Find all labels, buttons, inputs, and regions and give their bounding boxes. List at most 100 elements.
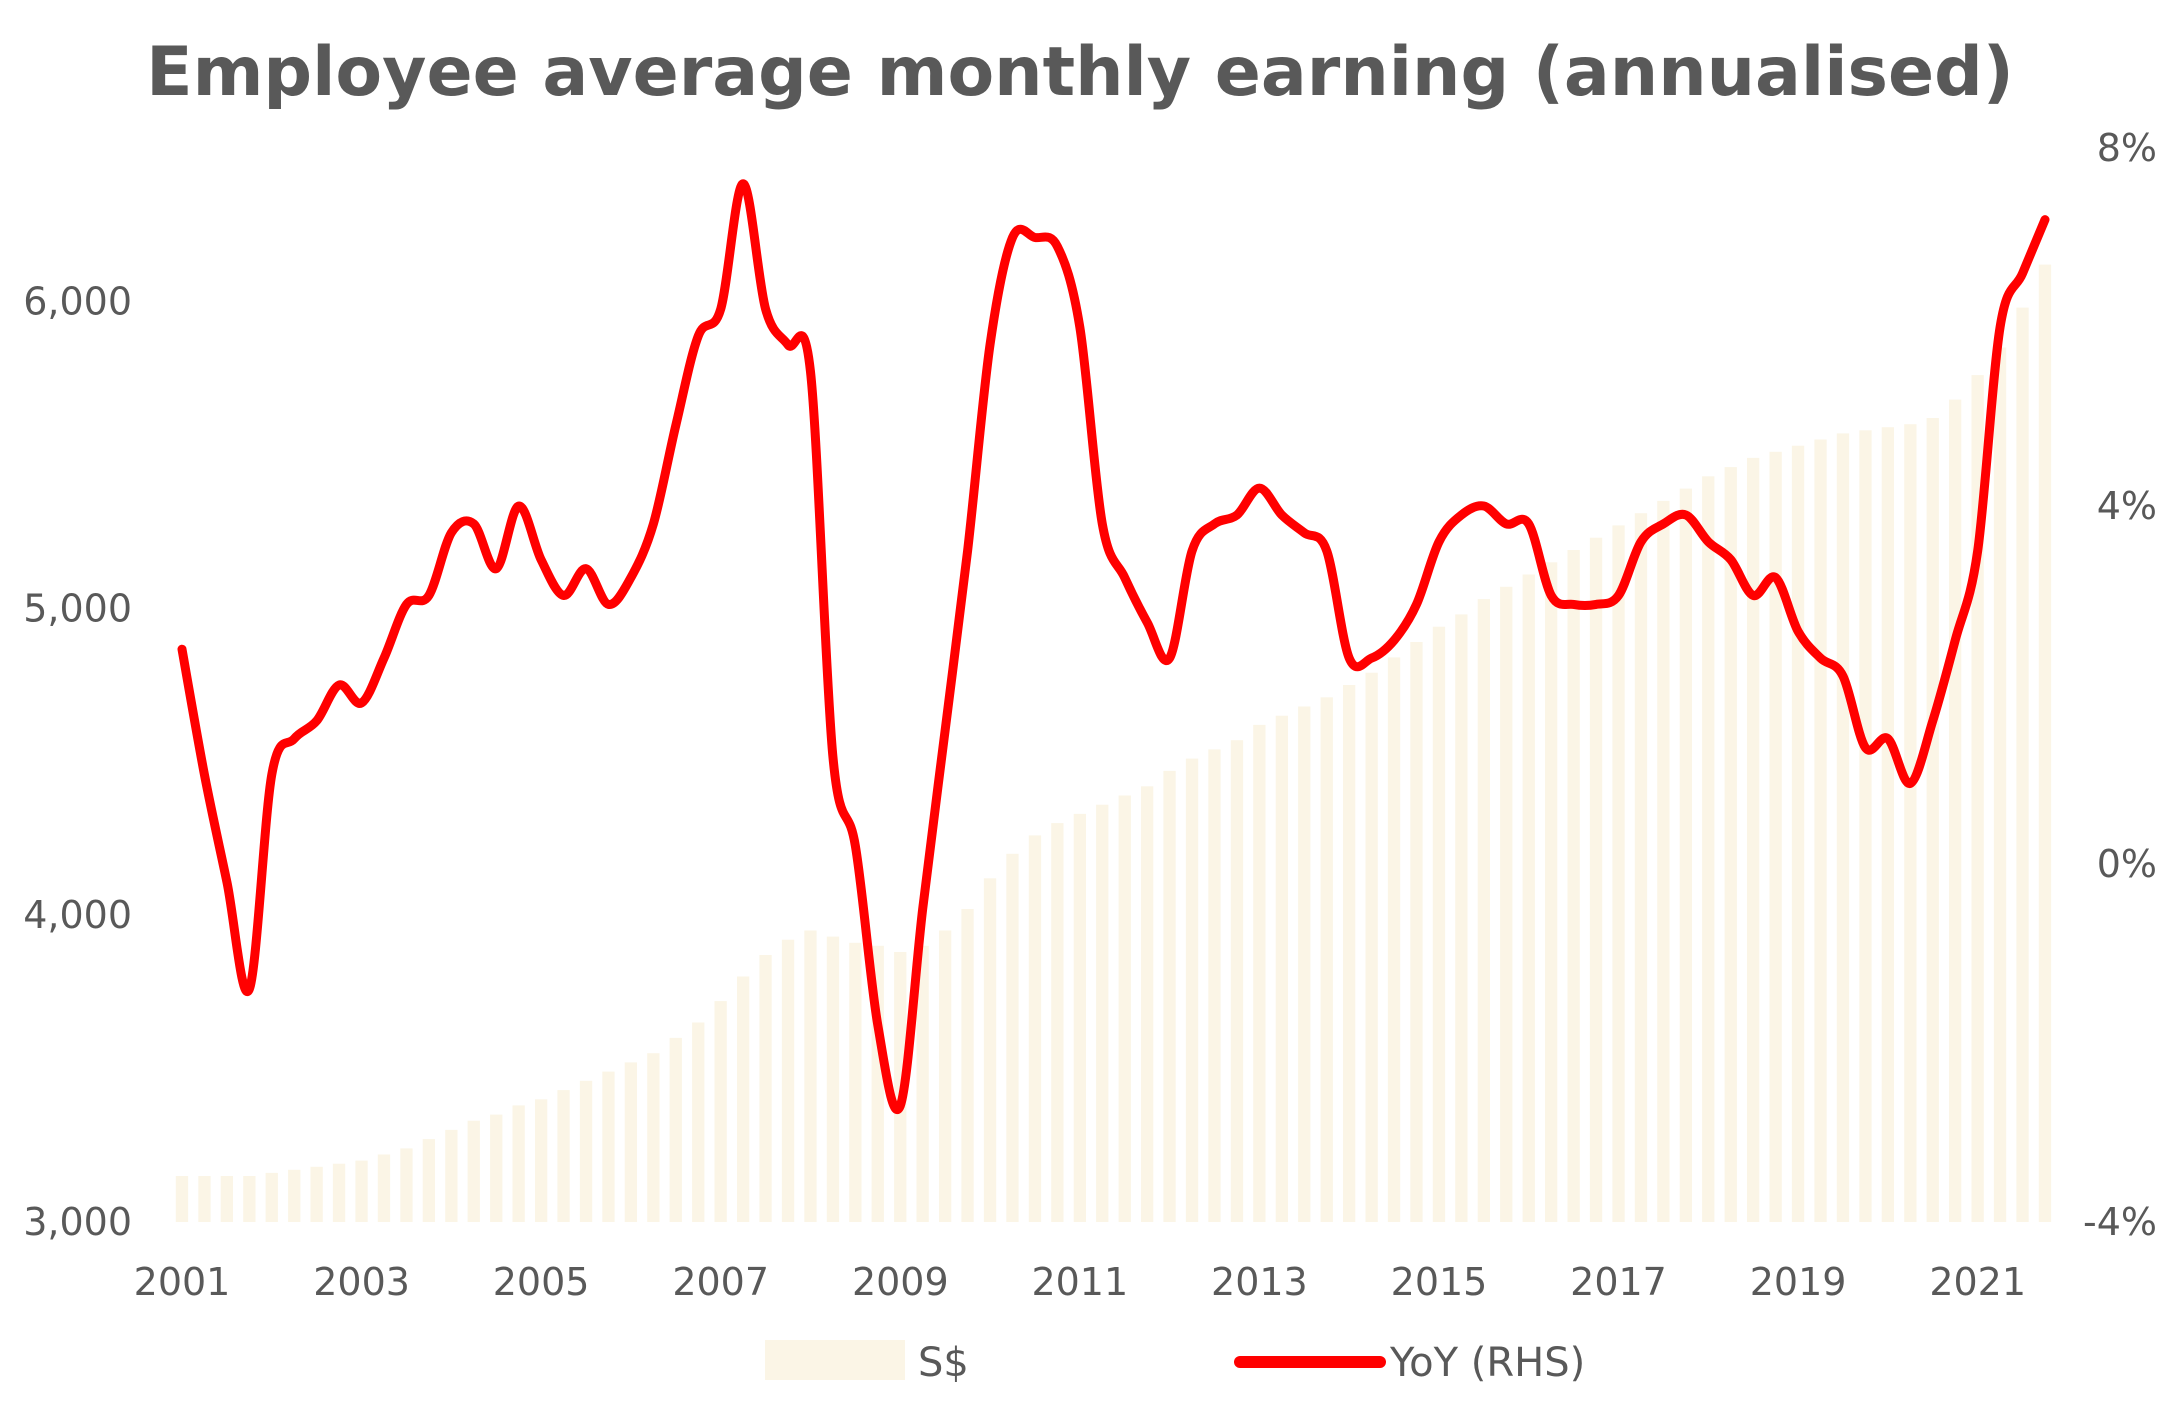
bar-series — [175, 264, 2052, 1223]
bar — [961, 909, 974, 1222]
x-tick-label: 2017 — [1570, 1260, 1667, 1304]
x-tick-label: 2021 — [1929, 1260, 2026, 1304]
x-tick-label: 2003 — [313, 1260, 410, 1304]
bar — [400, 1148, 413, 1222]
bar — [1904, 424, 1917, 1222]
bar — [1118, 795, 1131, 1222]
bar — [1432, 626, 1446, 1222]
bar — [1545, 562, 1558, 1222]
bar — [1163, 770, 1176, 1222]
bar — [1275, 715, 1288, 1222]
yoy-line — [177, 179, 2050, 1114]
bar — [1343, 685, 1356, 1222]
bar — [1455, 614, 1468, 1222]
bar — [422, 1139, 435, 1222]
bar — [557, 1090, 570, 1222]
bar — [1881, 427, 1894, 1222]
bar — [1926, 418, 1939, 1222]
bar — [1949, 399, 1962, 1223]
bar — [647, 1053, 660, 1222]
bar — [1208, 749, 1221, 1222]
x-tick-label: 2001 — [134, 1260, 231, 1304]
bar — [939, 930, 952, 1222]
bar — [916, 945, 929, 1222]
left-tick-label: 4,000 — [23, 893, 132, 937]
bar — [1634, 513, 1648, 1222]
bar — [669, 1037, 682, 1222]
bar — [826, 936, 840, 1222]
bar — [1500, 586, 1513, 1222]
left-tick-label: 6,000 — [23, 279, 132, 323]
bar — [1679, 488, 1692, 1223]
legend-swatch-bar — [765, 1340, 905, 1380]
right-tick-label: 4% — [2097, 484, 2157, 528]
x-tick-label: 2005 — [493, 1260, 590, 1304]
bar — [512, 1105, 525, 1222]
bar — [1185, 758, 1199, 1222]
bar — [2038, 264, 2052, 1223]
x-tick-label: 2015 — [1391, 1260, 1488, 1304]
x-tick-label: 2013 — [1211, 1260, 1308, 1304]
bar — [759, 955, 772, 1222]
bar — [265, 1172, 278, 1222]
line-series — [177, 179, 2050, 1114]
bar — [1791, 445, 1805, 1222]
bar — [198, 1176, 211, 1222]
bar — [175, 1176, 189, 1222]
bar — [1993, 347, 2007, 1222]
bar — [602, 1071, 615, 1222]
x-tick-label: 2009 — [852, 1260, 949, 1304]
bar — [1253, 724, 1266, 1222]
bar — [804, 930, 817, 1222]
bar — [332, 1163, 346, 1222]
bar — [1567, 550, 1580, 1222]
bar — [1051, 823, 1064, 1222]
bar — [1589, 537, 1603, 1222]
x-axis: 2001 2003 2005 2007 2009 2011 2013 2015 2017 2019… — [134, 1260, 2026, 1304]
bar — [1657, 500, 1670, 1222]
chart-title: Employee average monthly earning (annual… — [146, 33, 2014, 112]
bar — [1073, 813, 1086, 1222]
bar — [243, 1176, 256, 1222]
x-tick-label: 2011 — [1031, 1260, 1128, 1304]
bar — [288, 1169, 301, 1222]
right-tick-label: -4% — [2083, 1200, 2157, 1244]
bar — [1814, 439, 1827, 1222]
x-tick-label: 2019 — [1750, 1260, 1847, 1304]
bar — [1387, 657, 1401, 1222]
bar — [310, 1166, 323, 1222]
bar — [849, 942, 862, 1222]
legend: S$ YoY (RHS) — [765, 1340, 1585, 1386]
bar — [1859, 430, 1872, 1222]
bar — [1006, 853, 1019, 1222]
bar — [1477, 599, 1490, 1222]
bar — [1612, 525, 1625, 1222]
bar — [1365, 672, 1378, 1222]
bar — [355, 1160, 368, 1222]
left-axis: 3,000 4,000 5,000 6,000 — [23, 279, 132, 1244]
legend-label-bar: S$ — [918, 1340, 969, 1386]
legend-label-line: YoY (RHS) — [1389, 1340, 1585, 1386]
right-axis: -4% 0% 4% 8% — [2083, 126, 2157, 1244]
bar — [445, 1129, 458, 1222]
bar — [1141, 786, 1154, 1222]
bar — [1028, 835, 1042, 1222]
left-tick-label: 3,000 — [23, 1200, 132, 1244]
bar — [737, 976, 750, 1222]
bar — [579, 1080, 593, 1222]
bar — [983, 878, 997, 1222]
bar — [1724, 467, 1737, 1223]
bar — [1522, 574, 1535, 1222]
bar — [692, 1022, 705, 1222]
bar — [1320, 697, 1333, 1222]
bar — [490, 1114, 503, 1222]
bar — [1230, 740, 1244, 1222]
bar — [2016, 307, 2029, 1223]
bar — [714, 1001, 727, 1222]
bar — [467, 1120, 480, 1222]
left-tick-label: 5,000 — [23, 586, 132, 630]
x-tick-label: 2007 — [672, 1260, 769, 1304]
bar — [1298, 706, 1311, 1222]
right-tick-label: 0% — [2097, 842, 2157, 886]
